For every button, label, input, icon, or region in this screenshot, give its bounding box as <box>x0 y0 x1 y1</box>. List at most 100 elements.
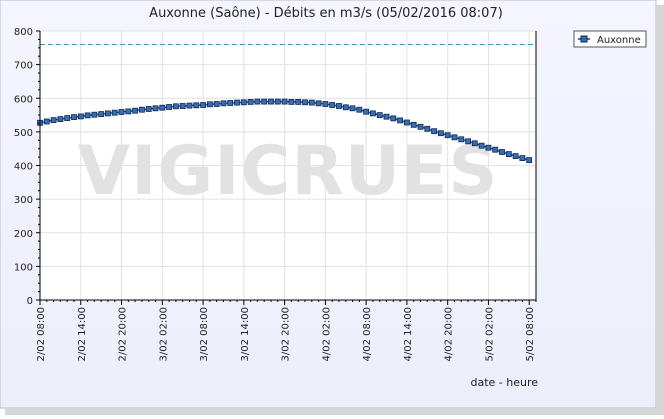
data-point <box>234 99 240 106</box>
x-tick-label: 3/02 20:00 <box>281 307 292 361</box>
data-point <box>444 132 451 139</box>
data-point <box>227 100 234 106</box>
data-point <box>492 146 499 153</box>
data-point <box>111 109 118 116</box>
data-point <box>125 108 132 115</box>
legend-box <box>573 30 647 48</box>
data-point <box>451 134 458 141</box>
data-point <box>437 130 444 137</box>
data-point <box>363 108 370 115</box>
data-point <box>254 98 261 105</box>
data-point <box>186 102 193 109</box>
data-point <box>240 99 247 106</box>
y-tick-label: 400 <box>14 162 33 173</box>
data-point <box>193 102 200 109</box>
x-tick-label: 4/02 20:00 <box>444 307 455 361</box>
data-point <box>132 107 139 114</box>
x-tick-label: 3/02 08:00 <box>199 307 210 361</box>
data-point <box>281 98 288 105</box>
data-point <box>247 99 254 105</box>
axis-ticks <box>36 30 537 305</box>
data-point <box>105 110 111 117</box>
panel-shadow-right <box>656 5 664 413</box>
data-point <box>220 100 227 107</box>
data-point <box>206 101 213 108</box>
data-point <box>471 140 478 147</box>
data-point <box>505 151 512 158</box>
x-tick-label: 2/02 08:00 <box>36 307 47 361</box>
data-point <box>152 105 159 112</box>
data-point <box>315 100 322 107</box>
data-point <box>376 112 383 118</box>
data-point <box>172 103 179 110</box>
data-point <box>397 117 404 124</box>
data-point <box>268 98 274 105</box>
chart-title: Auxonne (Saône) - Débits en m3/s (05/02/… <box>149 6 503 21</box>
data-point <box>84 112 91 119</box>
data-point <box>179 103 186 109</box>
x-tick-label: 3/02 14:00 <box>240 307 251 361</box>
data-point <box>138 106 145 113</box>
x-tick-label: 3/02 02:00 <box>158 307 169 361</box>
data-point <box>336 103 342 109</box>
data-point <box>485 144 492 151</box>
data-point <box>458 136 465 143</box>
data-point <box>50 117 57 123</box>
data-point <box>526 157 533 164</box>
data-point <box>417 123 424 130</box>
x-tick-label: 4/02 02:00 <box>321 307 332 361</box>
series-auxonne <box>37 98 533 164</box>
data-point <box>424 125 431 132</box>
panel-shadow-bottom <box>5 408 664 415</box>
y-tick-label: 700 <box>14 61 33 72</box>
legend-marker-swatch <box>580 35 588 43</box>
data-point <box>213 101 220 107</box>
data-point <box>200 102 207 108</box>
data-point <box>383 113 390 120</box>
data-point <box>91 111 98 118</box>
legend-label-auxonne: Auxonne <box>597 35 641 46</box>
y-tick-label: 500 <box>14 128 33 139</box>
y-tick-label: 800 <box>14 27 33 38</box>
data-point <box>329 102 336 108</box>
data-point <box>390 115 397 122</box>
y-tick-label: 200 <box>14 229 33 240</box>
data-point <box>288 99 295 105</box>
data-point <box>64 115 71 121</box>
data-point <box>302 99 308 106</box>
x-tick-label: 2/02 20:00 <box>118 307 129 361</box>
data-point <box>77 113 84 120</box>
data-point <box>159 104 166 111</box>
data-point <box>145 106 152 112</box>
data-point <box>342 104 349 111</box>
data-point <box>512 153 519 160</box>
data-point <box>166 104 173 110</box>
data-point <box>499 149 505 155</box>
data-point <box>403 119 410 126</box>
data-point <box>465 138 472 145</box>
x-tick-label: 4/02 08:00 <box>362 307 373 361</box>
data-point <box>349 105 356 112</box>
data-point <box>519 155 526 162</box>
data-point <box>322 101 329 107</box>
x-axis-label: date - heure <box>470 376 538 389</box>
x-tick-label: 5/02 08:00 <box>525 307 536 361</box>
data-point <box>57 116 64 122</box>
y-tick-label: 600 <box>14 94 33 105</box>
data-point <box>431 128 438 135</box>
data-point <box>261 98 268 105</box>
y-tick-label: 300 <box>14 195 33 206</box>
y-tick-label: 100 <box>14 262 33 273</box>
x-tick-label: 4/02 14:00 <box>403 307 414 361</box>
data-point <box>98 111 105 117</box>
data-point <box>410 121 417 128</box>
data-point <box>43 118 50 125</box>
data-point <box>478 142 485 149</box>
x-tick-label: 5/02 02:00 <box>484 307 495 361</box>
data-point <box>71 114 77 120</box>
data-point <box>308 99 315 106</box>
data-point <box>274 98 281 105</box>
data-point <box>295 99 302 105</box>
x-tick-label: 2/02 14:00 <box>77 307 88 361</box>
